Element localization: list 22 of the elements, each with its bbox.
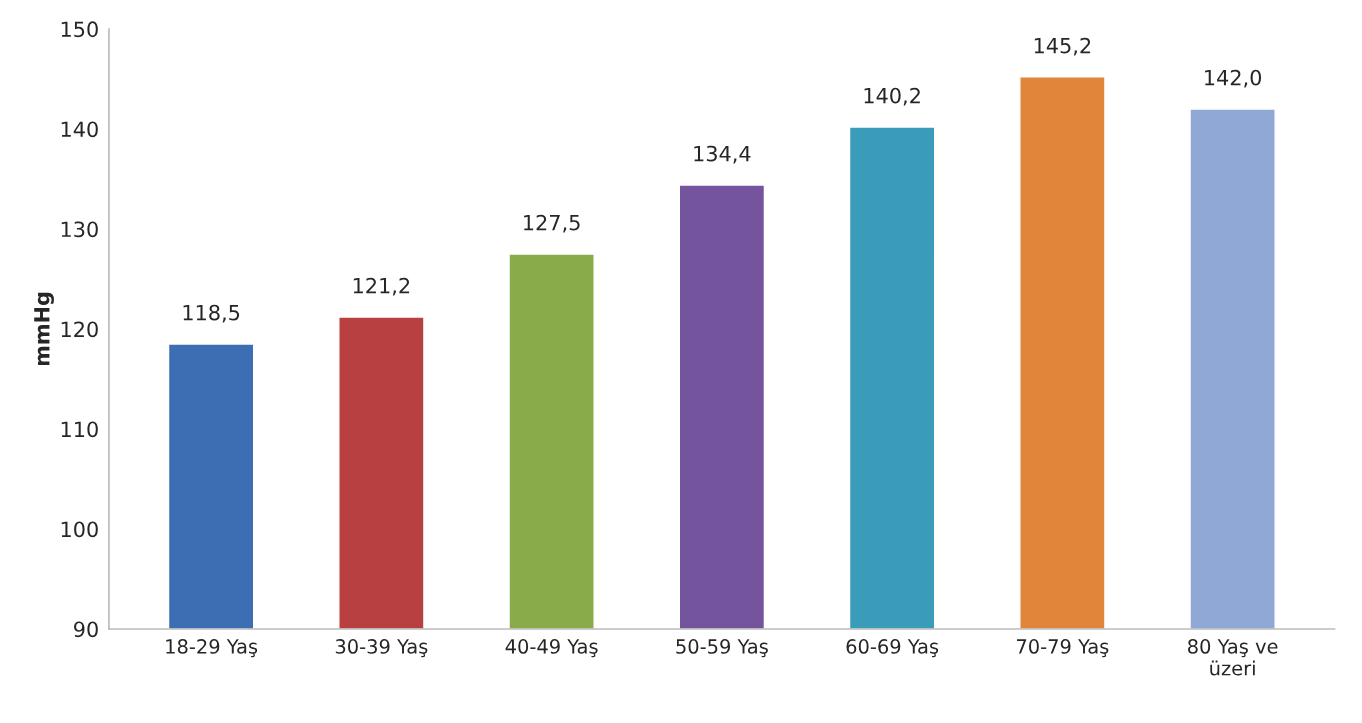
x-tick-label: 18-29 Yaş — [166, 639, 258, 658]
y-tick-label: 130 — [61, 221, 98, 238]
x-tick-label: 80 Yaş ve üzeri — [1188, 639, 1278, 676]
data-label: 140,2 — [864, 87, 920, 106]
y-tick-label: 100 — [61, 521, 98, 538]
x-tick-label: 50-59 Yaş — [676, 639, 768, 658]
x-tick-label: 40-49 Yaş — [505, 639, 598, 658]
y-tick-label: 140 — [61, 121, 98, 138]
x-tick-label: 60-69 Yaş — [846, 639, 939, 658]
data-label: 121,2 — [353, 277, 410, 296]
y-tick-label: 150 — [61, 21, 98, 38]
y-axis-title: mmHg — [34, 292, 54, 366]
data-label: 127,5 — [524, 214, 580, 233]
y-tick-label: 120 — [61, 321, 98, 338]
data-label: 145,2 — [1034, 37, 1091, 56]
y-tick-label: 110 — [61, 421, 98, 438]
data-label: 134,4 — [694, 145, 751, 164]
data-label: 142,0 — [1205, 69, 1262, 88]
data-label: 118,5 — [183, 304, 240, 323]
x-tick-label: 70-79 Yaş — [1016, 639, 1109, 658]
y-tick-label: 90 — [74, 621, 98, 638]
x-tick-label: 30-39 Yaş — [335, 639, 428, 658]
